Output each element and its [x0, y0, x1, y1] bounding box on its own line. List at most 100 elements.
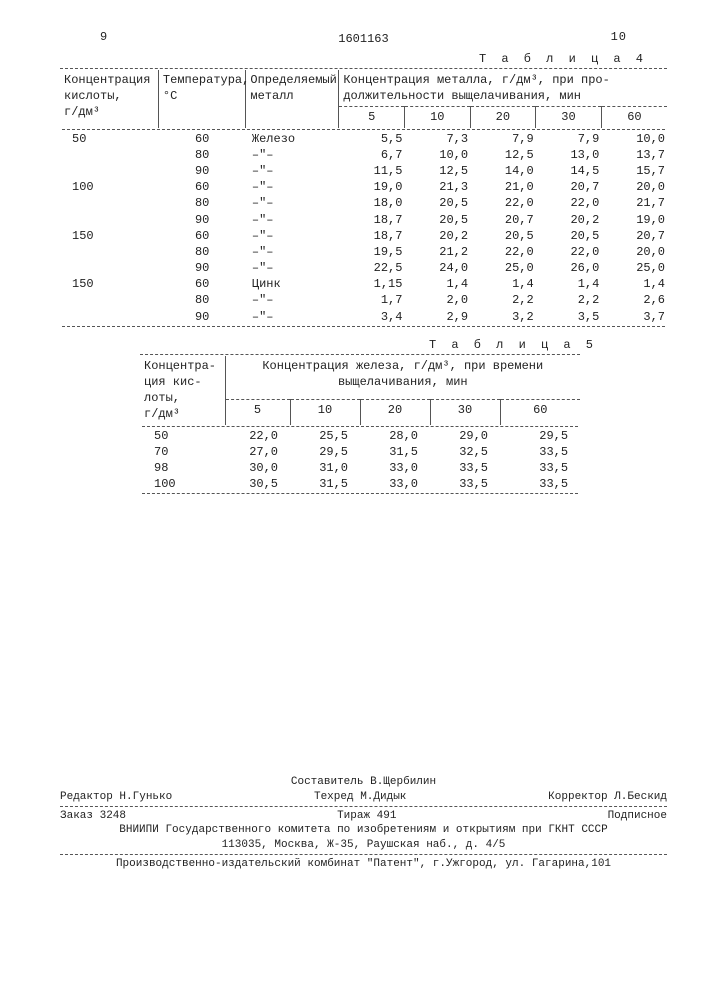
table-cell: 31,5 [360, 444, 430, 460]
table-cell: 19,0 [601, 212, 667, 228]
footer-rule1 [60, 806, 667, 807]
footer-order-row: Заказ 3248 Тираж 491 Подписное [60, 809, 667, 823]
table-cell: –"– [246, 260, 339, 276]
table-cell: 1,4 [601, 276, 667, 292]
table4-head-temp: Температура, °С [158, 70, 245, 128]
footer-org: ВНИИПИ Государственного комитета по изоб… [60, 823, 667, 837]
table-cell: 70 [140, 444, 225, 460]
table-cell: 25,5 [290, 428, 360, 444]
table4-col-20: 20 [470, 107, 536, 128]
footer-corrector: Корректор Л.Бескид [548, 790, 667, 804]
table-cell: 80 [158, 292, 245, 308]
footer-compiler: Составитель В.Щербилин [60, 775, 667, 789]
table-cell: 20,0 [601, 179, 667, 195]
table-cell: 15,7 [601, 163, 667, 179]
table-cell: 10,0 [404, 147, 470, 163]
table-cell: 13,0 [536, 147, 602, 163]
table-cell: 29,5 [500, 428, 580, 444]
table-row: 9830,031,033,033,533,5 [140, 460, 580, 476]
table5: Концентра- ция кис- лоты, г/дм³ Концентр… [140, 356, 580, 496]
table-cell: 1,4 [470, 276, 536, 292]
table-cell: 1,7 [339, 292, 405, 308]
table4-header-row1: Концентрация кислоты, г/дм³ Температура,… [60, 70, 667, 107]
table5-bottom-rule [142, 493, 578, 494]
table-cell [60, 163, 158, 179]
table5-header-row1: Концентра- ция кис- лоты, г/дм³ Концентр… [140, 356, 580, 400]
table-cell: –"– [246, 212, 339, 228]
table4-col-10: 10 [404, 107, 470, 128]
table-cell: 32,5 [430, 444, 500, 460]
table-cell: –"– [246, 292, 339, 308]
table-cell: 2,6 [601, 292, 667, 308]
table-cell: 80 [158, 195, 245, 211]
table4-col-30: 30 [536, 107, 602, 128]
table-cell: 7,9 [470, 131, 536, 147]
table-cell: 10,0 [601, 131, 667, 147]
table-row: 90–"–11,512,514,014,515,7 [60, 163, 667, 179]
table-cell: 1,15 [339, 276, 405, 292]
table-cell: 50 [60, 131, 158, 147]
table-cell: 27,0 [225, 444, 290, 460]
table-cell: 19,5 [339, 244, 405, 260]
table-cell: 7,3 [404, 131, 470, 147]
table5-caption: Т а б л и ц а 5 [60, 338, 667, 352]
table-cell: 90 [158, 212, 245, 228]
table-cell: 21,3 [404, 179, 470, 195]
table5-mid-rule [142, 426, 578, 427]
table5-head-acid: Концентра- ция кис- лоты, г/дм³ [140, 356, 225, 425]
table-cell: 31,0 [290, 460, 360, 476]
table-cell [60, 260, 158, 276]
footer: Составитель В.Щербилин Редактор Н.Гунько… [60, 775, 667, 871]
table5-wrapper: Концентра- ция кис- лоты, г/дм³ Концентр… [140, 354, 580, 496]
table5-col-30: 30 [430, 400, 500, 425]
table-cell [60, 309, 158, 325]
footer-credits: Редактор Н.Гунько Техред М.Дидык Коррект… [60, 790, 667, 804]
table-cell: 60 [158, 276, 245, 292]
table-row: 90–"–22,524,025,026,025,0 [60, 260, 667, 276]
table-cell: 3,4 [339, 309, 405, 325]
table-cell: 33,5 [430, 476, 500, 492]
table4: Концентрация кислоты, г/дм³ Температура,… [60, 70, 667, 328]
table4-top-rule [60, 68, 667, 69]
table-cell: 11,5 [339, 163, 405, 179]
table-cell: 3,5 [536, 309, 602, 325]
table-row: 80–"–1,72,02,22,22,6 [60, 292, 667, 308]
table-cell [60, 292, 158, 308]
table5-col-5: 5 [225, 400, 290, 425]
footer-podpis: Подписное [608, 809, 667, 823]
table-cell: 21,2 [404, 244, 470, 260]
table-cell: 80 [158, 244, 245, 260]
table-cell: 30,0 [225, 460, 290, 476]
table-cell: 3,2 [470, 309, 536, 325]
table-cell: 20,5 [404, 212, 470, 228]
table5-col-10: 10 [290, 400, 360, 425]
table-cell: –"– [246, 195, 339, 211]
table-cell: 2,0 [404, 292, 470, 308]
table4-head-span: Концентрация металла, г/дм³, при про- до… [339, 70, 667, 107]
table-cell: 26,0 [536, 260, 602, 276]
table-cell: 18,7 [339, 212, 405, 228]
table-cell: 2,2 [536, 292, 602, 308]
table-cell: 1,4 [404, 276, 470, 292]
footer-rule2 [60, 854, 667, 855]
table-cell: 90 [158, 309, 245, 325]
table5-col-20: 20 [360, 400, 430, 425]
table-cell: 12,5 [470, 147, 536, 163]
table-cell: 24,0 [404, 260, 470, 276]
table-row: 5060Железо5,57,37,97,910,0 [60, 131, 667, 147]
footer-org-addr: 113035, Москва, Ж-35, Раушская наб., д. … [60, 838, 667, 852]
footer-tiraz: Тираж 491 [337, 809, 396, 823]
table-cell: 20,7 [601, 228, 667, 244]
table-row: 15060–"–18,720,220,520,520,7 [60, 228, 667, 244]
table-cell: 20,5 [536, 228, 602, 244]
table-cell: 150 [60, 276, 158, 292]
footer-tehred: Техред М.Дидык [314, 790, 406, 804]
table-cell: 28,0 [360, 428, 430, 444]
table-cell: 19,0 [339, 179, 405, 195]
table-cell: 100 [60, 179, 158, 195]
table-cell: 20,5 [404, 195, 470, 211]
table-cell: 1,4 [536, 276, 602, 292]
table5-top-rule [140, 354, 580, 355]
table4-head-metal: Определяемый металл [246, 70, 339, 128]
table-cell: 33,0 [360, 476, 430, 492]
